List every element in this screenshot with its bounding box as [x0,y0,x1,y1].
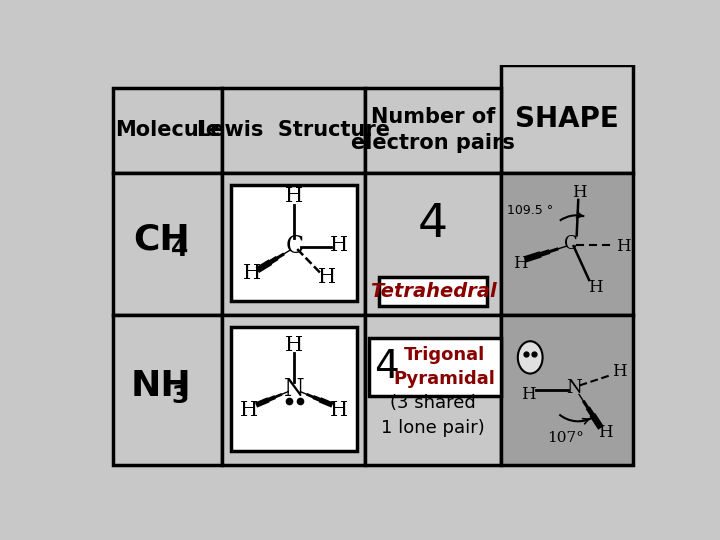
Bar [231,327,357,451]
Bar [222,315,365,465]
Text: H: H [285,187,303,206]
Text: H: H [285,336,303,355]
Text: Lewis  Structure: Lewis Structure [197,120,390,140]
Text: C: C [285,235,303,259]
Bar [500,173,632,315]
Text: H: H [330,401,348,420]
Text: (3 shared
1 lone pair): (3 shared 1 lone pair) [381,394,485,437]
Text: CH: CH [133,223,189,257]
Text: Molecule: Molecule [115,120,220,140]
Text: NH: NH [131,369,192,403]
Bar [113,315,222,465]
Bar [365,315,500,465]
Text: 4: 4 [418,202,448,247]
Bar [222,173,365,315]
Text: H: H [240,401,258,420]
Text: 4: 4 [374,348,399,386]
Text: H: H [612,363,626,380]
Text: H: H [616,238,631,255]
Bar [365,88,500,173]
Text: 107°: 107° [546,431,583,446]
Text: H: H [588,279,603,296]
Text: C: C [564,235,577,253]
Bar [369,338,500,396]
Text: Trigonal
Pyramidal: Trigonal Pyramidal [393,346,495,388]
Text: N: N [284,378,305,401]
Text: H: H [318,268,336,287]
Ellipse shape [518,341,543,374]
Text: H: H [243,265,261,284]
Text: H: H [513,254,528,272]
Bar [379,276,487,306]
Bar [222,88,365,173]
Bar [113,173,222,315]
Bar [500,65,632,173]
Bar [365,173,500,315]
Bar [500,315,632,465]
Text: N: N [567,379,582,397]
Text: SHAPE: SHAPE [515,105,618,133]
Text: 109.5 °: 109.5 ° [507,204,553,217]
Bar [231,185,357,301]
Text: 4: 4 [171,237,189,261]
Text: H: H [521,386,535,403]
Text: Tetrahedral: Tetrahedral [369,282,496,301]
Text: H: H [572,184,587,201]
Text: H: H [330,236,348,255]
Text: H: H [598,424,613,441]
Text: Number of
electron pairs: Number of electron pairs [351,107,515,153]
Text: 3: 3 [171,383,189,408]
Bar [113,88,222,173]
